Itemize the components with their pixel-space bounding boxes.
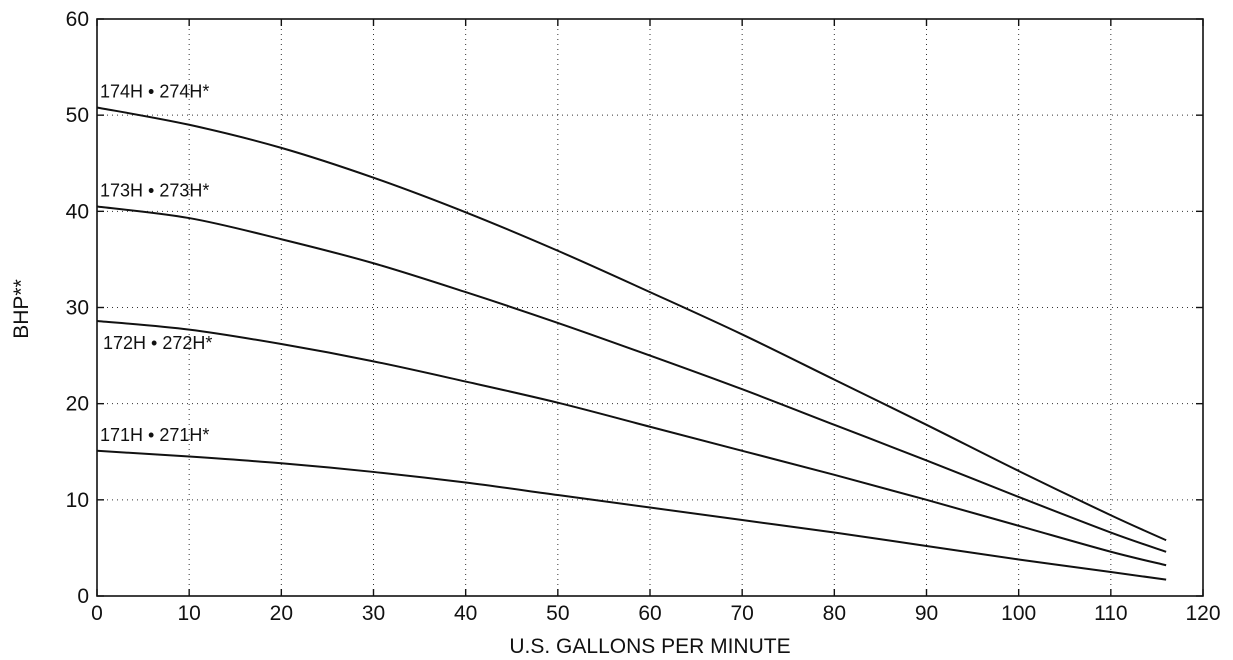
x-tick-label: 30 (362, 602, 385, 625)
x-tick-labels: 0 10 20 30 40 50 60 70 80 90 100 110 120 (91, 602, 1220, 625)
x-tick-label: 10 (177, 602, 200, 625)
series-labels: 174H • 274H* 173H • 273H* 172H • 272H* 171H… (100, 81, 212, 444)
series-label-2: 173H • 273H* (100, 181, 209, 201)
x-tick-label: 0 (91, 602, 103, 625)
axis-ticks (96, 18, 1204, 597)
series-line-2 (96, 205, 1167, 553)
series-line-3 (96, 319, 1167, 567)
y-tick-label: 40 (66, 200, 89, 223)
series-label-3: 172H • 272H* (103, 333, 212, 353)
y-axis-label: BHP** (10, 279, 33, 339)
y-tick-label: 10 (66, 489, 89, 512)
series-line-1 (96, 106, 1167, 542)
y-tick-label: 0 (77, 585, 89, 608)
x-tick-label: 90 (915, 602, 938, 625)
x-tick-label: 80 (823, 602, 846, 625)
x-tick-label: 70 (730, 602, 753, 625)
y-tick-labels: 0 10 20 30 40 50 60 (66, 8, 89, 608)
x-tick-label: 40 (454, 602, 477, 625)
x-tick-label: 60 (638, 602, 661, 625)
y-tick-label: 50 (66, 104, 89, 127)
series-label-4: 171H • 271H* (100, 425, 209, 445)
x-tick-label: 110 (1094, 602, 1127, 625)
x-tick-label: 120 (1185, 602, 1220, 625)
y-tick-label: 60 (66, 8, 89, 31)
series-label-1: 174H • 274H* (100, 81, 209, 101)
x-tick-label: 50 (546, 602, 569, 625)
x-tick-label: 100 (1001, 602, 1036, 625)
series-line-4 (96, 449, 1167, 581)
y-tick-label: 20 (66, 393, 89, 416)
y-tick-label: 30 (66, 297, 89, 320)
x-axis-label: U.S. GALLONS PER MINUTE (509, 635, 790, 658)
grid (97, 19, 1203, 596)
series-lines (96, 106, 1167, 581)
x-tick-label: 20 (270, 602, 293, 625)
